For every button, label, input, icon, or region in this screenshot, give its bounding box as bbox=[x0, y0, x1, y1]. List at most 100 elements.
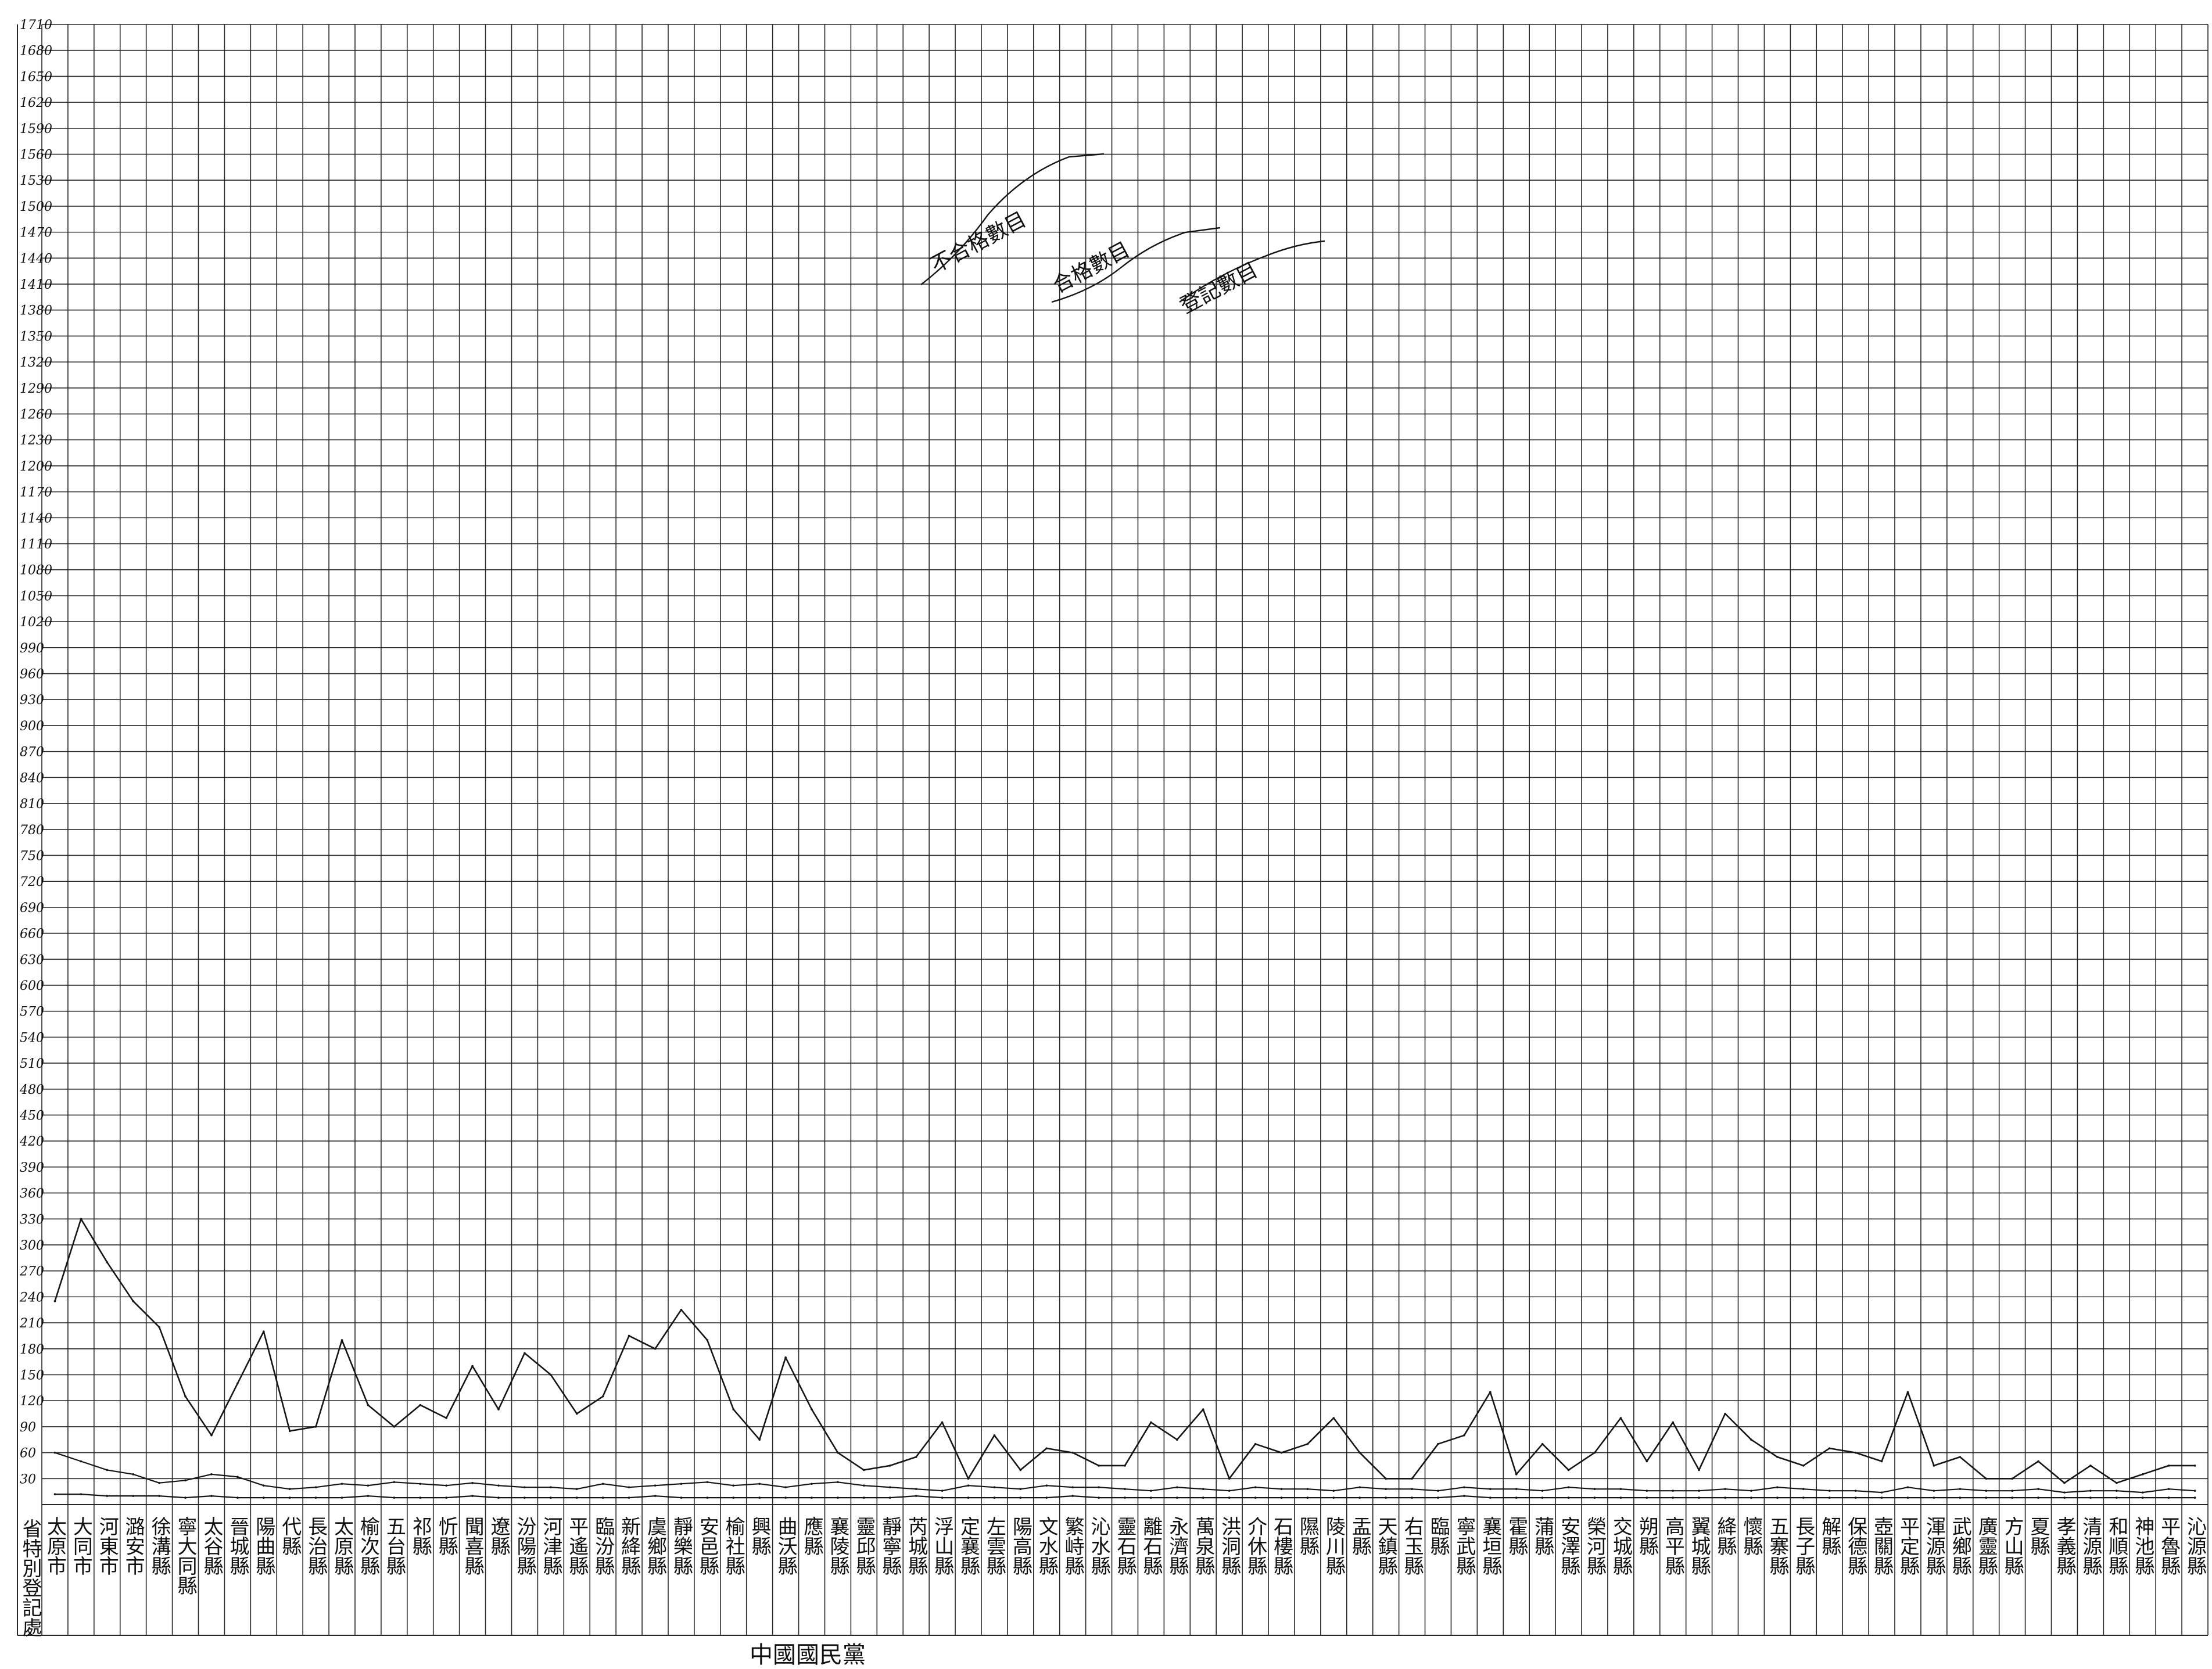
category-label: 沁水縣 bbox=[1087, 1516, 1110, 1575]
y-tick-label: 750 bbox=[20, 849, 44, 863]
data-point bbox=[1124, 1465, 1126, 1467]
data-point bbox=[1515, 1496, 1518, 1499]
y-tick-label: 1080 bbox=[20, 563, 52, 578]
data-point bbox=[1672, 1489, 1675, 1492]
data-point bbox=[1045, 1496, 1048, 1499]
category-label: 大同市 bbox=[69, 1516, 92, 1575]
category-label: 太原市 bbox=[43, 1516, 66, 1575]
data-point bbox=[106, 1469, 109, 1471]
data-point bbox=[1776, 1486, 1779, 1488]
data-point bbox=[784, 1486, 787, 1488]
data-point bbox=[941, 1496, 944, 1499]
category-label: 靜寧縣 bbox=[879, 1516, 902, 1575]
data-point bbox=[915, 1456, 917, 1458]
data-point bbox=[393, 1496, 396, 1499]
data-point bbox=[1645, 1489, 1648, 1492]
data-point bbox=[2193, 1489, 2196, 1492]
data-point bbox=[132, 1300, 135, 1302]
category-label: 神池縣 bbox=[2131, 1516, 2154, 1575]
data-point bbox=[262, 1330, 265, 1333]
data-point bbox=[811, 1483, 813, 1485]
data-point bbox=[288, 1496, 291, 1499]
data-point bbox=[1906, 1486, 1909, 1488]
data-point bbox=[524, 1486, 526, 1488]
data-point bbox=[314, 1486, 317, 1488]
data-point bbox=[158, 1326, 160, 1329]
category-label: 襄陵縣 bbox=[826, 1516, 849, 1575]
data-point bbox=[601, 1483, 604, 1485]
data-point bbox=[1985, 1489, 1988, 1492]
data-point bbox=[1933, 1496, 1935, 1499]
category-label: 交城縣 bbox=[1609, 1516, 1632, 1575]
data-point bbox=[53, 1300, 56, 1302]
category-label: 襄垣縣 bbox=[1479, 1516, 1502, 1575]
data-point bbox=[1593, 1488, 1596, 1490]
data-point bbox=[106, 1495, 109, 1497]
data-point bbox=[706, 1496, 709, 1499]
data-point bbox=[1567, 1469, 1570, 1471]
data-point bbox=[1176, 1496, 1178, 1499]
data-point bbox=[1828, 1496, 1831, 1499]
data-point bbox=[236, 1382, 239, 1385]
y-tick-label: 1590 bbox=[20, 122, 52, 137]
data-point bbox=[1176, 1486, 1178, 1488]
category-label: 曲沃縣 bbox=[774, 1516, 797, 1575]
y-tick-label: 390 bbox=[20, 1161, 44, 1175]
y-tick-label: 1260 bbox=[20, 408, 52, 422]
data-point bbox=[80, 1218, 83, 1221]
data-point bbox=[340, 1339, 343, 1341]
data-point bbox=[1854, 1489, 1857, 1492]
data-point bbox=[1619, 1488, 1622, 1490]
data-point bbox=[1489, 1496, 1492, 1499]
data-point bbox=[1045, 1484, 1048, 1487]
data-point bbox=[654, 1347, 657, 1350]
data-point bbox=[680, 1496, 683, 1499]
category-label: 河東市 bbox=[95, 1516, 119, 1575]
data-point bbox=[1489, 1488, 1492, 1490]
category-label: 介休縣 bbox=[1244, 1516, 1267, 1575]
data-point bbox=[680, 1483, 683, 1485]
category-label: 五台縣 bbox=[382, 1516, 406, 1575]
data-point bbox=[732, 1484, 735, 1487]
data-point bbox=[550, 1486, 552, 1488]
data-point bbox=[2063, 1496, 2066, 1499]
y-tick-label: 840 bbox=[20, 771, 44, 785]
data-point bbox=[2141, 1473, 2144, 1476]
data-point bbox=[2037, 1496, 2039, 1499]
data-point bbox=[210, 1434, 213, 1437]
data-point bbox=[288, 1430, 291, 1433]
category-label: 夏縣 bbox=[2027, 1516, 2050, 1556]
data-point bbox=[1358, 1451, 1361, 1454]
category-label: 靜樂縣 bbox=[669, 1516, 693, 1575]
data-point bbox=[575, 1496, 578, 1499]
data-point bbox=[497, 1484, 500, 1487]
category-label: 武鄉縣 bbox=[1948, 1516, 1971, 1575]
data-point bbox=[1724, 1412, 1726, 1415]
data-point bbox=[915, 1495, 917, 1497]
data-point bbox=[758, 1496, 761, 1499]
y-tick-label: 540 bbox=[20, 1031, 44, 1045]
data-point bbox=[1854, 1451, 1857, 1454]
y-tick-label: 360 bbox=[20, 1187, 44, 1201]
data-point bbox=[1593, 1451, 1596, 1454]
data-point bbox=[732, 1408, 735, 1410]
data-point bbox=[1959, 1456, 1962, 1458]
category-label: 高平縣 bbox=[1661, 1516, 1684, 1575]
data-point bbox=[732, 1496, 735, 1499]
data-point bbox=[1124, 1496, 1126, 1499]
y-tick-label: 570 bbox=[20, 1005, 44, 1020]
data-point bbox=[967, 1477, 970, 1480]
data-point bbox=[1071, 1486, 1074, 1488]
category-label: 代縣 bbox=[278, 1516, 302, 1556]
category-label: 定襄縣 bbox=[957, 1516, 980, 1575]
category-label: 長子縣 bbox=[1792, 1516, 1815, 1575]
category-label: 廣靈縣 bbox=[1974, 1516, 1998, 1575]
data-point bbox=[210, 1495, 213, 1497]
data-point bbox=[1019, 1496, 1022, 1499]
data-point bbox=[1202, 1496, 1204, 1499]
category-label: 太谷縣 bbox=[200, 1516, 223, 1575]
data-point bbox=[680, 1308, 683, 1311]
data-point bbox=[524, 1496, 526, 1499]
y-tick-label: 450 bbox=[19, 1108, 44, 1123]
